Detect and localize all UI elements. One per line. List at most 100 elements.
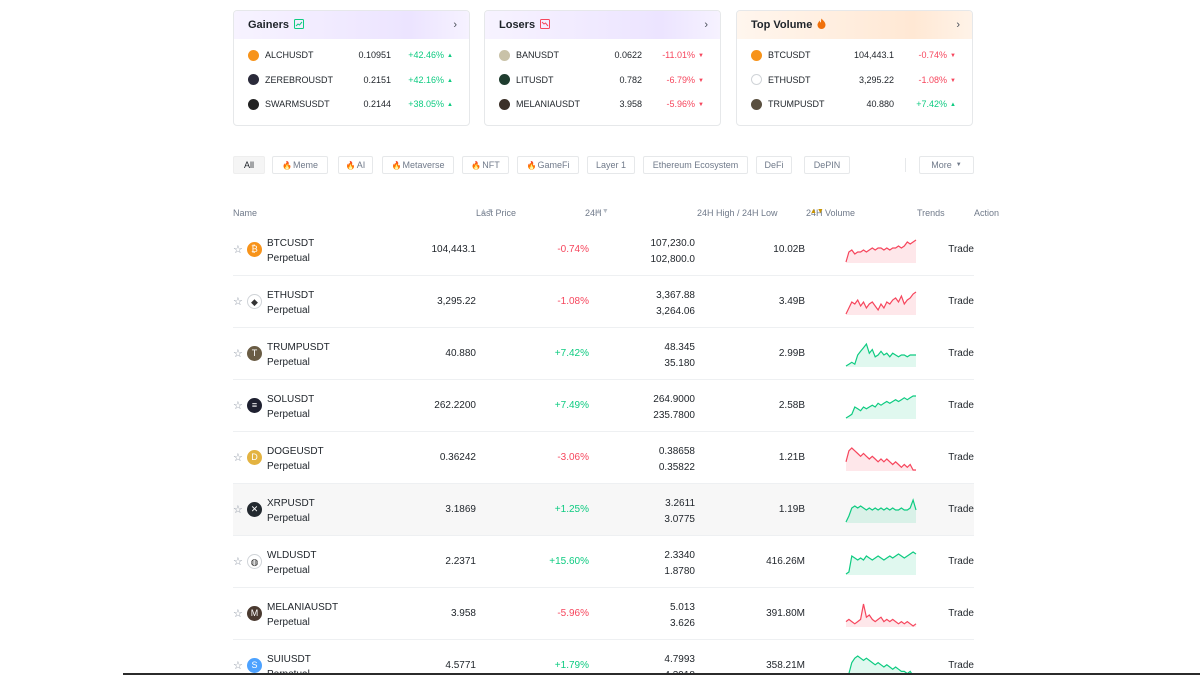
high-low-24h: 264.9000 235.7800 <box>653 392 695 423</box>
volume-24h: 2.58B <box>778 400 805 411</box>
card-list-item[interactable]: ALCHUSDT 0.10951 +42.46% <box>234 43 469 68</box>
card-list-item[interactable]: BANUSDT 0.0622 -11.01% <box>485 43 720 68</box>
chevron-right-icon[interactable]: › <box>704 19 708 31</box>
trade-link[interactable]: Trade <box>948 296 974 307</box>
card-change: -5.96% <box>667 99 704 109</box>
change-24h: -5.96% <box>557 608 589 619</box>
card-symbol: MELANIAUSDT <box>516 99 581 110</box>
favorite-star-icon[interactable]: ☆ <box>233 452 243 464</box>
contract-name[interactable]: MELANIAUSDT Perpetual <box>267 600 338 630</box>
contract-name[interactable]: SOLUSDT Perpetual <box>267 392 314 422</box>
table-row[interactable]: ☆ ≡ SOLUSDT Perpetual 262.2200 +7.49% 264.9000… <box>233 380 974 432</box>
sparkline-area <box>846 292 916 315</box>
coin-icon: ◆ <box>247 294 262 309</box>
table-row[interactable]: ☆ ◆ ETHUSDT Perpetual 3,295.22 -1.08% 3,367.88… <box>233 276 974 328</box>
high-24h: 2.3340 <box>664 550 695 561</box>
losers-card-header[interactable]: Losers › <box>485 11 720 39</box>
favorite-star-icon[interactable]: ☆ <box>233 348 243 360</box>
favorite-star-icon[interactable]: ☆ <box>233 296 243 308</box>
chevron-down-icon[interactable]: ⌄ <box>593 209 599 216</box>
sparkline-area <box>847 656 913 675</box>
last-price: 4.5771 <box>445 660 476 671</box>
low-24h: 1.8780 <box>664 565 695 577</box>
high-24h: 3.2611 <box>665 498 695 509</box>
table-row[interactable]: ☆ ₿ BTCUSDT Perpetual 104,443.1 -0.74% 107,230… <box>233 224 974 276</box>
table-row[interactable]: ☆ D DOGEUSDT Perpetual 0.36242 -3.06% 0.38658 0… <box>233 432 974 484</box>
category-filters: All 🔥 Meme 🔥 AI 🔥 Metaverse 🔥 NFT 🔥 GameFi Layer 1 E… <box>233 156 974 174</box>
sparkline-area <box>846 552 916 575</box>
trade-link[interactable]: Trade <box>948 400 974 411</box>
sort-icon[interactable]: ▲▼ <box>810 208 824 215</box>
filter-chip-all[interactable]: All <box>233 156 265 174</box>
change-24h: +1.79% <box>554 660 589 671</box>
filter-chip-gamefi[interactable]: 🔥 GameFi <box>517 156 579 174</box>
card-symbol: TRUMPUSDT <box>768 99 825 110</box>
favorite-star-icon[interactable]: ☆ <box>233 556 243 568</box>
filter-chip-metaverse[interactable]: 🔥 Metaverse <box>382 156 454 174</box>
chevron-right-icon[interactable]: › <box>956 19 960 31</box>
favorite-star-icon[interactable]: ☆ <box>233 660 243 672</box>
card-list-item[interactable]: BTCUSDT 104,443.1 -0.74% <box>737 43 972 68</box>
card-list-item[interactable]: ETHUSDT 3,295.22 -1.08% <box>737 68 972 93</box>
sort-icon[interactable]: ▲▼ <box>595 208 609 215</box>
filter-chip-nft[interactable]: 🔥 NFT <box>462 156 509 174</box>
contract-name[interactable]: TRUMPUSDT Perpetual <box>267 340 330 370</box>
trend-sparkline <box>845 603 917 627</box>
filter-chip-ai[interactable]: 🔥 AI <box>338 156 373 174</box>
favorite-star-icon[interactable]: ☆ <box>233 608 243 620</box>
trade-link[interactable]: Trade <box>948 244 974 255</box>
card-symbol: LITUSDT <box>516 74 554 85</box>
filter-chip-label: Layer 1 <box>595 160 627 170</box>
card-list-item[interactable]: ZEREBROUSDT 0.2151 +42.16% <box>234 68 469 93</box>
filter-chip-meme[interactable]: 🔥 Meme <box>272 156 328 174</box>
fire-icon: 🔥 <box>526 160 537 170</box>
trend-sparkline <box>845 239 917 263</box>
losers-card[interactable]: Losers › BANUSDT 0.0622 -11.01% LITUSDT 0.78… <box>484 10 721 126</box>
sort-icon[interactable]: ▲▼ <box>480 208 494 215</box>
card-list-item[interactable]: TRUMPUSDT 40.880 +7.42% <box>737 92 972 117</box>
high-low-24h: 3,367.88 3,264.06 <box>656 288 695 319</box>
more-filters-button[interactable]: More ▼ <box>919 156 974 174</box>
top-volume-card-header[interactable]: Top Volume › <box>737 11 972 39</box>
volume-24h: 391.80M <box>766 608 805 619</box>
trade-link[interactable]: Trade <box>948 556 974 567</box>
filter-chip-layer-1[interactable]: Layer 1 <box>587 156 635 174</box>
favorite-star-icon[interactable]: ☆ <box>233 400 243 412</box>
filter-chip-ethereum-ecosystem[interactable]: Ethereum Ecosystem <box>643 156 748 174</box>
trade-link[interactable]: Trade <box>948 348 974 359</box>
favorite-star-icon[interactable]: ☆ <box>233 504 243 516</box>
contract-name[interactable]: SUIUSDT Perpetual <box>267 652 311 675</box>
sparkline-line <box>845 447 916 471</box>
card-list-item[interactable]: LITUSDT 0.782 -6.79% <box>485 68 720 93</box>
trade-link[interactable]: Trade <box>948 660 974 671</box>
contract-name[interactable]: WLDUSDT Perpetual <box>267 548 316 578</box>
coin-icon <box>248 98 259 110</box>
table-row[interactable]: ☆ S SUIUSDT Perpetual 4.5771 +1.79% 4.7993 4.39… <box>233 640 974 675</box>
trade-link[interactable]: Trade <box>948 608 974 619</box>
favorite-star-icon[interactable]: ☆ <box>233 244 243 256</box>
contract-name[interactable]: ETHUSDT Perpetual <box>267 288 314 318</box>
trade-link[interactable]: Trade <box>948 452 974 463</box>
card-list-item[interactable]: SWARMSUSDT 0.2144 +38.05% <box>234 92 469 117</box>
contract-type: Perpetual <box>267 565 310 576</box>
coin-icon <box>499 98 510 110</box>
contract-name[interactable]: DOGEUSDT Perpetual <box>267 444 324 474</box>
table-row[interactable]: ☆ ◍ WLDUSDT Perpetual 2.2371 +15.60% 2.3340 1.8… <box>233 536 974 588</box>
table-row[interactable]: ☆ M MELANIAUSDT Perpetual 3.958 -5.96% 5.013 3.… <box>233 588 974 640</box>
top-volume-card[interactable]: Top Volume › BTCUSDT 104,443.1 -0.74% ETHUS… <box>736 10 973 126</box>
gainers-card[interactable]: Gainers › ALCHUSDT 0.10951 +42.46% ZEREBROU… <box>233 10 470 126</box>
gainers-card-header[interactable]: Gainers › <box>234 11 469 39</box>
card-list-item[interactable]: MELANIAUSDT 3.958 -5.96% <box>485 92 720 117</box>
table-row[interactable]: ☆ T TRUMPUSDT Perpetual 40.880 +7.42% 48.345 35… <box>233 328 974 380</box>
contract-name[interactable]: BTCUSDT Perpetual <box>267 236 314 266</box>
chevron-right-icon[interactable]: › <box>453 19 457 31</box>
filter-chip-defi[interactable]: DeFi <box>756 156 792 174</box>
filter-chip-depin[interactable]: DePIN <box>804 156 850 174</box>
card-price: 0.2151 <box>363 74 391 85</box>
trade-link[interactable]: Trade <box>948 504 974 515</box>
col-trends-label: Trends <box>917 208 945 218</box>
table-row[interactable]: ☆ ✕ XRPUSDT Perpetual 3.1869 +1.25% 3.2611 3.07… <box>233 484 974 536</box>
last-price: 262.2200 <box>434 400 476 411</box>
contract-name[interactable]: XRPUSDT Perpetual <box>267 496 315 526</box>
sparkline-line <box>845 551 917 575</box>
